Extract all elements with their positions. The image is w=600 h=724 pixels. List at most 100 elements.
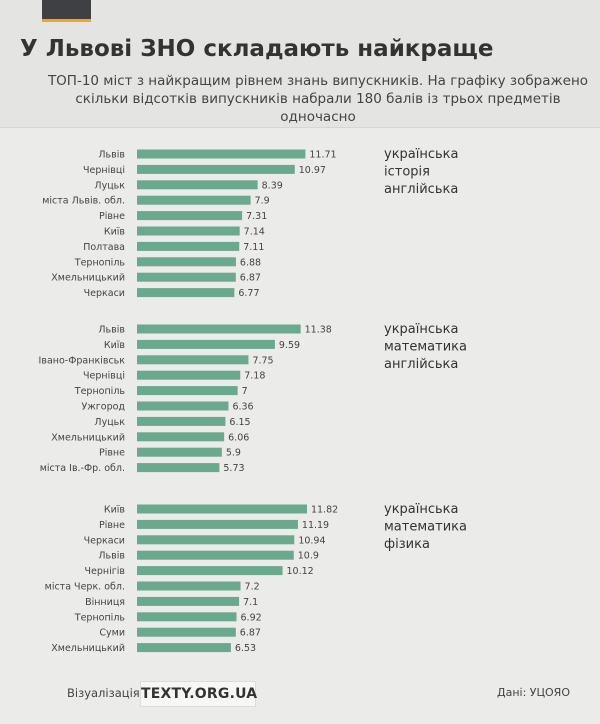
category-label: Тернопіль: [74, 386, 126, 397]
value-label: 7.11: [243, 242, 264, 253]
bar: [137, 432, 225, 442]
category-label: Луцьк: [94, 417, 125, 428]
bar: [137, 447, 222, 457]
value-label: 6.36: [232, 402, 253, 413]
category-label: Вінниця: [85, 597, 125, 608]
bar: [137, 463, 220, 473]
category-label: міста Львів. обл.: [42, 196, 125, 207]
category-label: міста Ів.-Фр. обл.: [40, 463, 125, 474]
subject-label: математика: [384, 520, 467, 535]
value-label: 6.77: [238, 288, 259, 299]
value-label: 10.9: [298, 551, 319, 562]
bar: [137, 627, 236, 637]
category-label: Київ: [104, 227, 126, 238]
value-label: 11.38: [305, 325, 332, 336]
visualization-credit: Візуалізація –: [67, 686, 150, 700]
bar: [137, 355, 249, 365]
category-label: Рівне: [99, 448, 125, 459]
bar: [137, 180, 258, 190]
category-label: Хмельницький: [51, 643, 125, 654]
bar: [137, 339, 275, 349]
value-label: 10.94: [298, 535, 325, 546]
value-label: 11.19: [302, 520, 329, 531]
value-label: 5.73: [223, 463, 244, 474]
value-label: 7.9: [255, 196, 270, 207]
value-label: 6.87: [240, 628, 261, 639]
bar: [137, 241, 240, 251]
bar: [137, 324, 301, 334]
header: У Львові ЗНО складають найкраще ТОП-10 м…: [0, 0, 600, 128]
category-label: Луцьк: [94, 180, 125, 191]
bar: [137, 550, 294, 560]
value-label: 10.97: [299, 165, 326, 176]
brand-logo-block: [42, 0, 91, 22]
category-label: Черкаси: [84, 535, 125, 546]
category-label: Ужгород: [81, 402, 125, 413]
category-label: Хмельницький: [51, 432, 125, 443]
category-label: Тернопіль: [74, 612, 126, 623]
bar: [137, 226, 240, 236]
value-label: 6.87: [240, 273, 261, 284]
value-label: 6.06: [228, 432, 249, 443]
subject-label: українська: [384, 502, 459, 517]
category-label: Рівне: [99, 520, 125, 531]
subject-label: англійська: [384, 357, 458, 372]
value-label: 11.71: [309, 150, 336, 161]
category-label: Київ: [104, 505, 126, 516]
page-subtitle: ТОП-10 міст з найкращим рівнем знань вип…: [47, 73, 589, 125]
value-label: 7.2: [245, 582, 260, 593]
bar: [137, 535, 295, 545]
category-label: міста Черк. обл.: [45, 582, 125, 593]
value-label: 7: [242, 386, 248, 397]
value-label: 7.18: [244, 371, 265, 382]
value-label: 6.88: [240, 257, 261, 268]
bar: [137, 195, 251, 205]
data-source: Дані: УЦОЯО: [497, 686, 570, 699]
value-label: 9.59: [279, 340, 300, 351]
value-label: 7.14: [244, 227, 265, 238]
category-label: Рівне: [99, 211, 125, 222]
category-label: Львів: [98, 150, 125, 161]
bar: [137, 272, 236, 282]
bar: [137, 643, 231, 653]
bar: [137, 504, 307, 514]
category-label: Хмельницький: [51, 273, 125, 284]
category-label: Полтава: [83, 242, 125, 253]
bar: [137, 257, 236, 267]
category-label: Івано-Франківськ: [39, 355, 126, 366]
bar: [137, 288, 235, 298]
page-title: У Львові ЗНО складають найкраще: [20, 36, 494, 62]
category-label: Тернопіль: [74, 257, 126, 268]
subject-label: фізика: [384, 537, 430, 552]
value-label: 8.39: [262, 180, 283, 191]
value-label: 7.31: [246, 211, 267, 222]
bar: [137, 612, 237, 622]
bar: [137, 211, 243, 221]
subject-label: українська: [384, 322, 459, 337]
value-label: 7.75: [252, 355, 273, 366]
category-label: Черкаси: [84, 288, 125, 299]
subject-label: англійська: [384, 182, 458, 197]
bar: [137, 370, 241, 380]
subject-label: історія: [384, 165, 430, 180]
value-label: 10.12: [287, 566, 314, 577]
brand-badge[interactable]: TEXTY.ORG.UA: [140, 681, 257, 707]
bar: [137, 566, 283, 576]
category-label: Чернігів: [85, 566, 126, 577]
category-label: Чернівці: [83, 165, 125, 176]
category-label: Львів: [98, 551, 125, 562]
value-label: 6.15: [229, 417, 250, 428]
value-label: 5.9: [226, 448, 241, 459]
value-label: 7.1: [243, 597, 258, 608]
category-label: Львів: [98, 325, 125, 336]
subject-label: математика: [384, 340, 467, 355]
value-label: 11.82: [311, 505, 338, 516]
bar: [137, 401, 229, 411]
bar: [137, 386, 238, 396]
bar: [137, 164, 295, 174]
category-label: Київ: [104, 340, 126, 351]
category-label: Чернівці: [83, 371, 125, 382]
bar: [137, 416, 226, 426]
subject-label: українська: [384, 147, 459, 162]
